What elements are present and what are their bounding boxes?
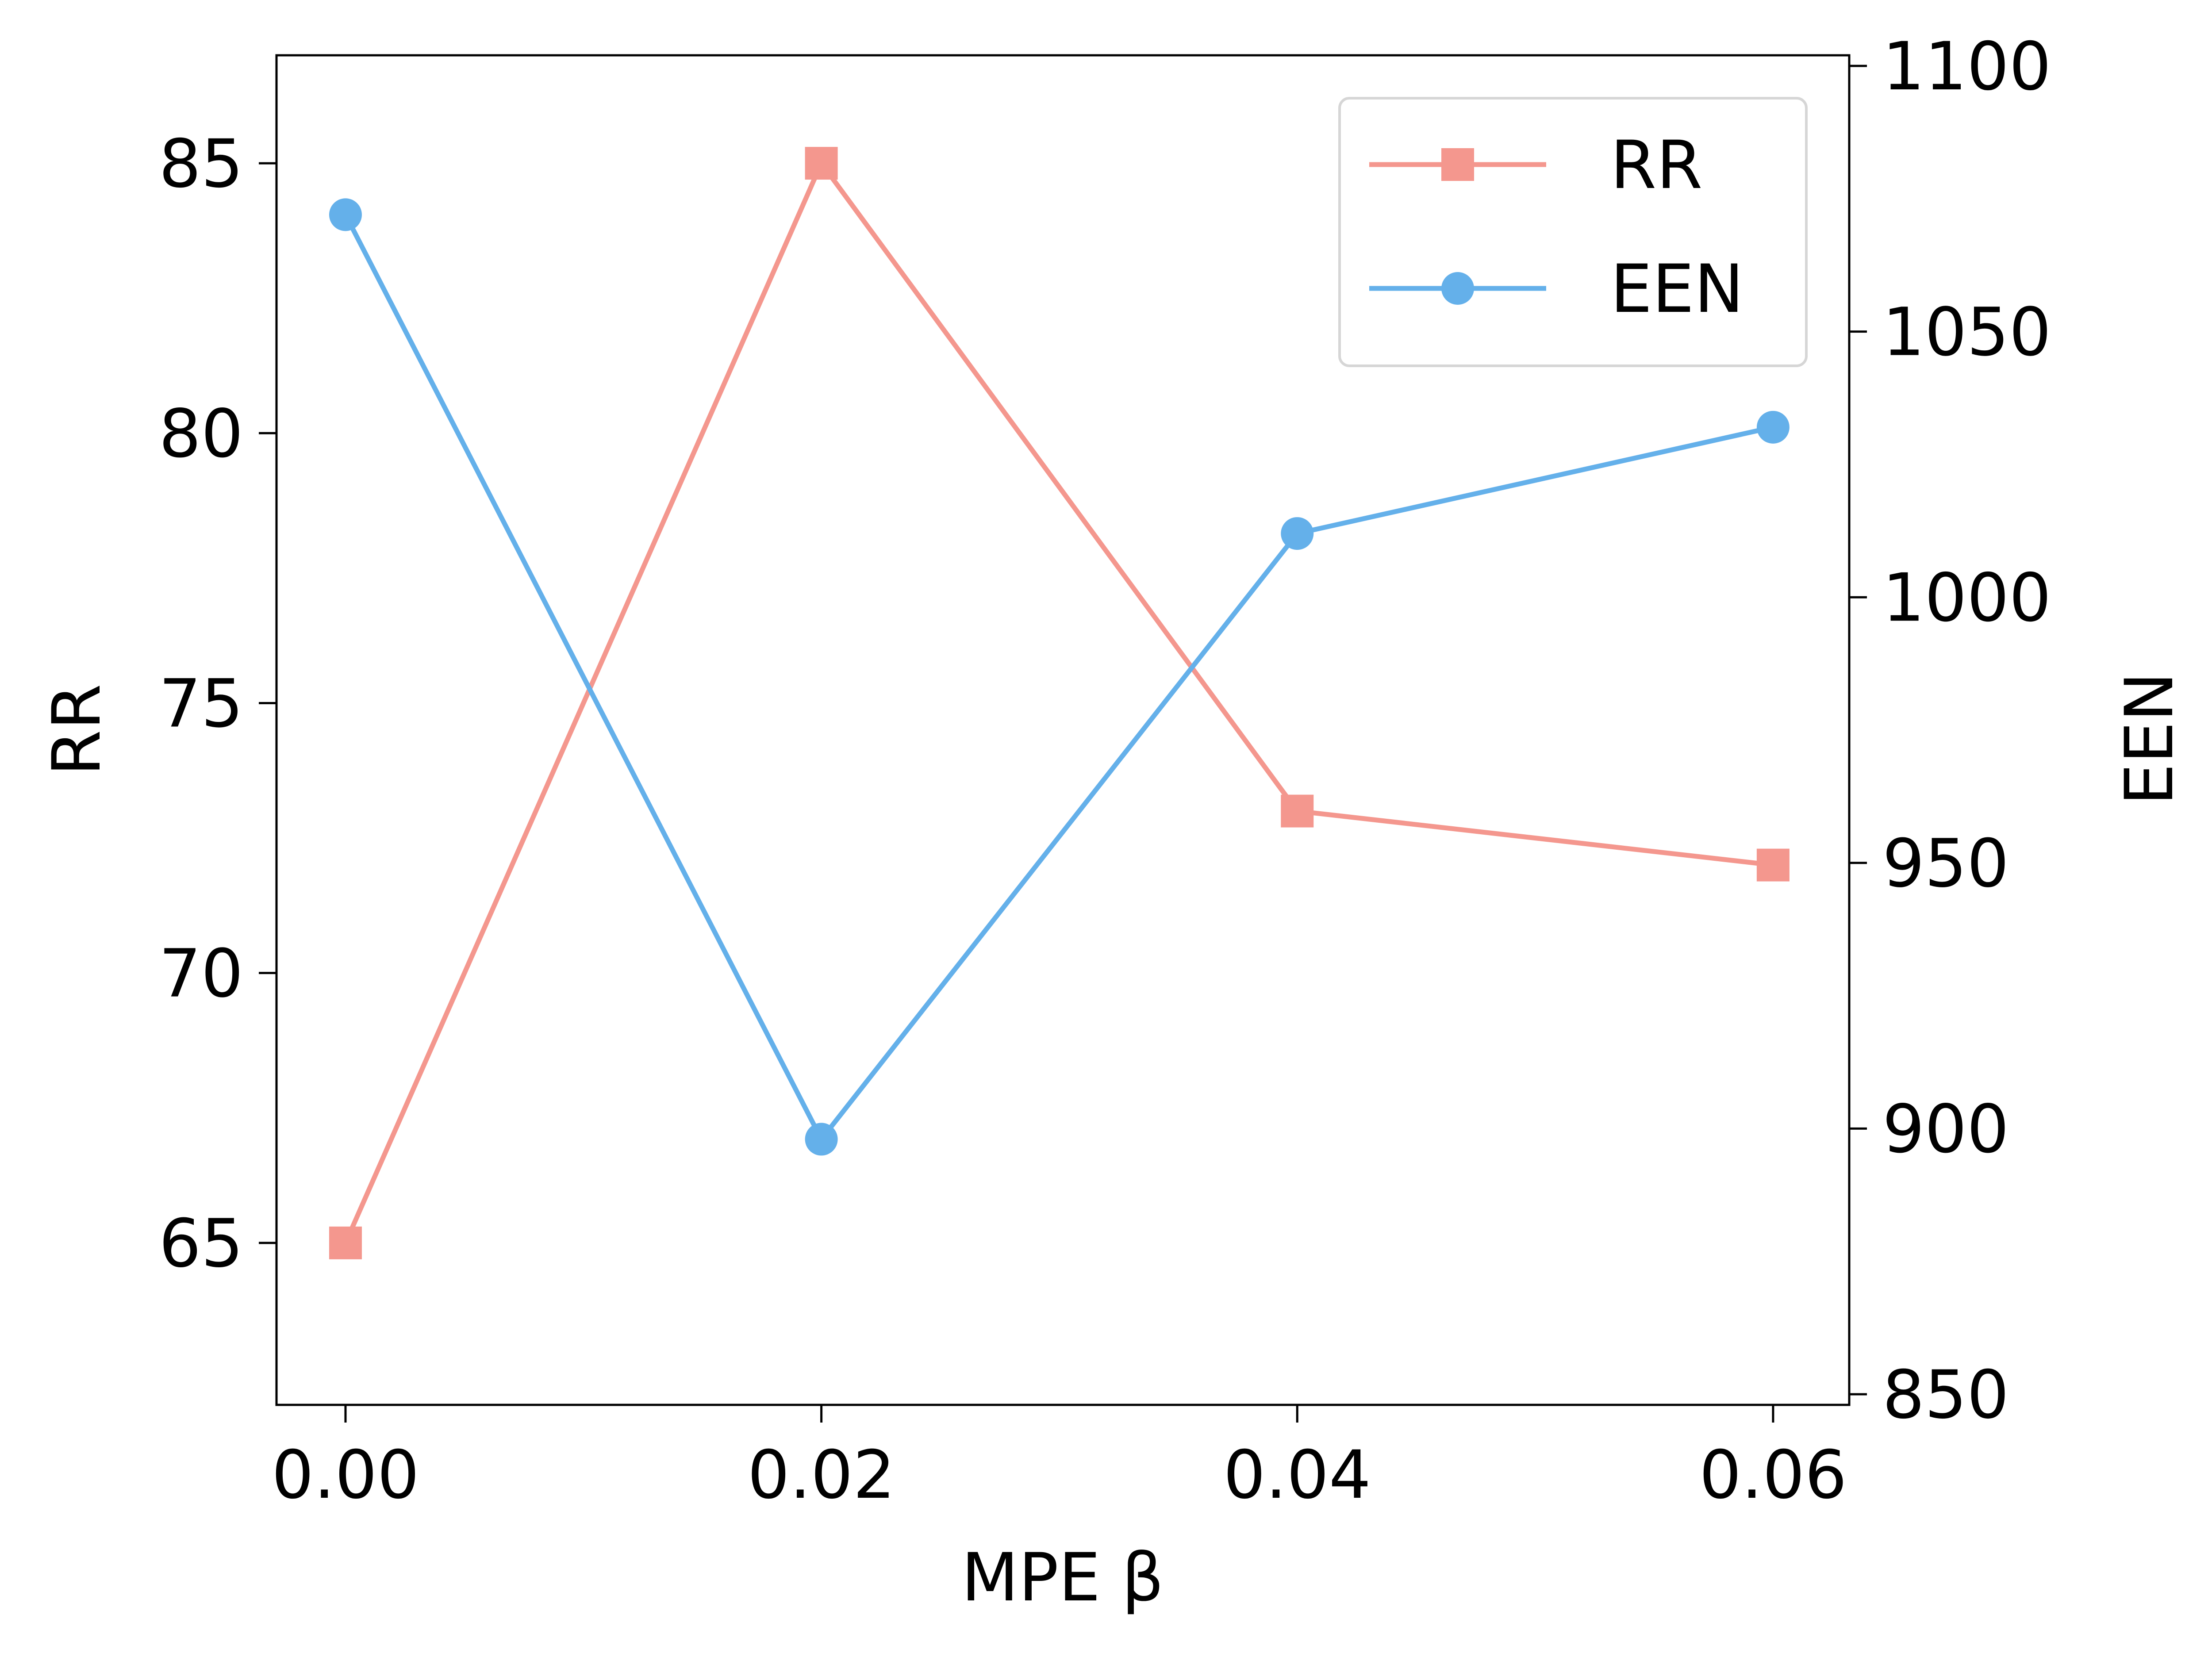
- een-legend-label: EEN: [1610, 251, 1744, 328]
- een-point: [805, 1123, 838, 1156]
- rr-point: [805, 147, 838, 180]
- right-y-tick-label: 900: [1882, 1091, 2009, 1168]
- x-axis: 0.00 0.02 0.04 0.06: [272, 1405, 1847, 1514]
- x-tick-label: 0.04: [1223, 1437, 1371, 1514]
- left-y-tick-label: 65: [159, 1205, 243, 1282]
- x-tick-label: 0.02: [748, 1437, 895, 1514]
- rr-point: [1281, 794, 1314, 828]
- een-legend-marker: [1441, 272, 1474, 305]
- right-y-tick-label: 850: [1882, 1357, 2009, 1434]
- rr-point: [1756, 848, 1790, 882]
- right-y-tick-label: 1000: [1882, 560, 2051, 637]
- right-y-axis: 850 900 950 1000 1050 1100: [1849, 28, 2051, 1434]
- x-tick-label: 0.06: [1699, 1437, 1847, 1514]
- left-y-tick-label: 85: [159, 126, 243, 203]
- x-tick-label: 0.00: [272, 1437, 419, 1514]
- legend: RR EEN: [1338, 97, 1808, 367]
- left-y-axis-title: RR: [38, 684, 115, 776]
- een-series-line: [343, 213, 1774, 1142]
- left-y-axis: 65 70 75 80 85: [159, 126, 276, 1282]
- right-y-tick-label: 1100: [1882, 28, 2051, 105]
- x-axis-title: MPE β: [961, 1539, 1164, 1616]
- een-point: [1756, 410, 1790, 444]
- een-point: [1281, 517, 1314, 550]
- right-y-tick-label: 1050: [1882, 294, 2051, 371]
- plot-layer: [329, 147, 1790, 1259]
- left-y-tick-label: 80: [159, 395, 243, 472]
- rr-legend-label: RR: [1610, 127, 1702, 204]
- plot-frame: [275, 54, 1851, 1406]
- rr-series-line: [343, 161, 1774, 1244]
- right-y-tick-label: 950: [1882, 825, 2009, 902]
- rr-point: [329, 1226, 362, 1259]
- een-point: [329, 198, 362, 231]
- left-y-tick-label: 70: [159, 936, 243, 1013]
- rr-legend-marker: [1441, 148, 1474, 181]
- left-y-tick-label: 75: [159, 665, 243, 742]
- right-y-axis-title: EEN: [2111, 672, 2188, 805]
